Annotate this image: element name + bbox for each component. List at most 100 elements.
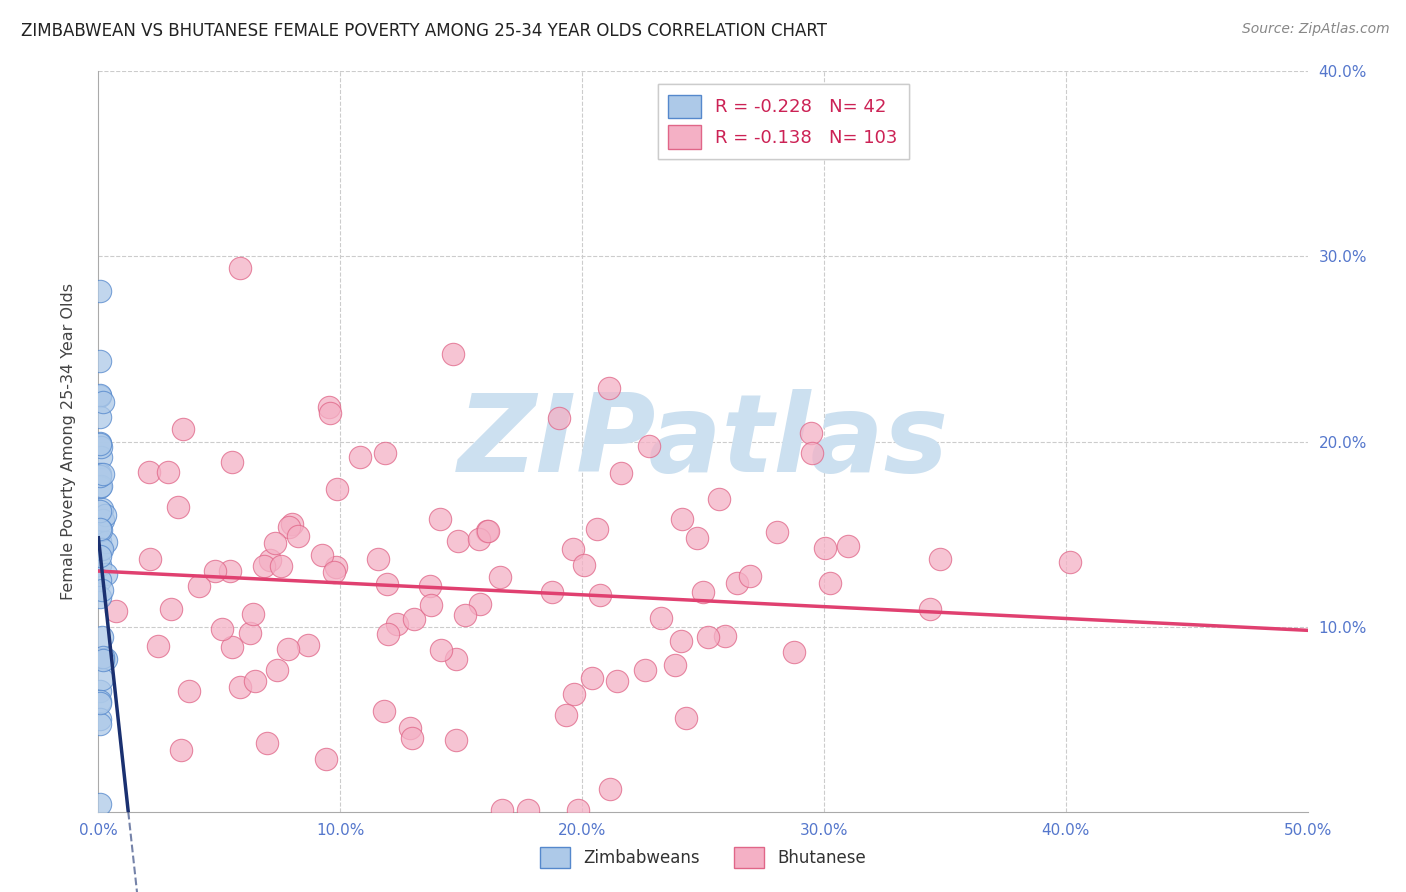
- Point: [266, 663, 288, 677]
- Point: [562, 687, 585, 701]
- Point: [548, 410, 571, 425]
- Point: [89, 504, 111, 518]
- Point: [714, 629, 737, 643]
- Point: [599, 782, 621, 797]
- Point: [91, 395, 114, 409]
- Point: [89, 480, 111, 494]
- Point: [91, 513, 114, 527]
- Point: [429, 512, 451, 526]
- Point: [263, 536, 285, 550]
- Point: [221, 454, 243, 468]
- Point: [669, 634, 692, 648]
- Point: [470, 597, 492, 611]
- Point: [89, 717, 111, 731]
- Point: [650, 611, 672, 625]
- Point: [606, 673, 628, 688]
- Point: [239, 626, 262, 640]
- Point: [287, 529, 309, 543]
- Point: [94, 508, 117, 523]
- Y-axis label: Female Poverty Among 25-34 Year Olds: Female Poverty Among 25-34 Year Olds: [62, 283, 76, 600]
- Point: [818, 575, 841, 590]
- Point: [637, 440, 659, 454]
- Point: [814, 541, 837, 555]
- Point: [89, 353, 111, 368]
- Point: [467, 532, 489, 546]
- Point: [671, 512, 693, 526]
- Point: [219, 564, 242, 578]
- Point: [420, 598, 443, 612]
- Point: [319, 406, 342, 420]
- Point: [89, 388, 111, 402]
- Point: [610, 466, 633, 480]
- Point: [633, 663, 655, 677]
- Point: [211, 622, 233, 636]
- Point: [93, 653, 115, 667]
- Point: [170, 743, 193, 757]
- Point: [89, 683, 111, 698]
- Point: [367, 552, 389, 566]
- Point: [399, 721, 422, 735]
- Text: Source: ZipAtlas.com: Source: ZipAtlas.com: [1241, 22, 1389, 37]
- Point: [444, 732, 467, 747]
- Point: [221, 640, 243, 654]
- Point: [325, 560, 347, 574]
- Text: ZIMBABWEAN VS BHUTANESE FEMALE POVERTY AMONG 25-34 YEAR OLDS CORRELATION CHART: ZIMBABWEAN VS BHUTANESE FEMALE POVERTY A…: [21, 22, 827, 40]
- Point: [541, 585, 564, 599]
- Point: [89, 469, 111, 483]
- Point: [567, 803, 589, 817]
- Point: [253, 558, 276, 573]
- Point: [89, 573, 111, 587]
- Point: [89, 712, 111, 726]
- Point: [447, 534, 470, 549]
- Point: [177, 684, 200, 698]
- Point: [928, 552, 950, 566]
- Point: [598, 381, 620, 395]
- Point: [138, 466, 160, 480]
- Point: [697, 630, 720, 644]
- Point: [325, 482, 347, 496]
- Point: [160, 601, 183, 615]
- Point: [385, 616, 408, 631]
- Point: [374, 446, 396, 460]
- Legend: R = -0.228   N= 42, R = -0.138   N= 103: R = -0.228 N= 42, R = -0.138 N= 103: [658, 84, 908, 160]
- Point: [89, 284, 111, 298]
- Point: [156, 465, 179, 479]
- Point: [94, 652, 117, 666]
- Point: [94, 535, 117, 549]
- Point: [89, 590, 111, 604]
- Point: [146, 640, 169, 654]
- Point: [315, 752, 337, 766]
- Point: [256, 736, 278, 750]
- Point: [555, 707, 578, 722]
- Point: [664, 657, 686, 672]
- Point: [89, 467, 111, 481]
- Point: [89, 694, 111, 708]
- Point: [323, 565, 346, 579]
- Point: [105, 604, 128, 618]
- Point: [475, 524, 498, 539]
- Point: [800, 425, 823, 440]
- Point: [377, 627, 399, 641]
- Point: [228, 681, 250, 695]
- Point: [243, 673, 266, 688]
- Point: [709, 491, 731, 506]
- Point: [401, 731, 423, 746]
- Point: [404, 611, 426, 625]
- Point: [229, 260, 252, 275]
- Point: [89, 436, 111, 450]
- Point: [89, 436, 111, 450]
- Point: [491, 803, 513, 817]
- Point: [89, 389, 111, 403]
- Point: [242, 607, 264, 621]
- Point: [801, 446, 824, 460]
- Point: [489, 569, 512, 583]
- Point: [444, 652, 467, 666]
- Point: [375, 577, 398, 591]
- Point: [90, 582, 112, 597]
- Point: [89, 797, 111, 812]
- Point: [477, 524, 499, 538]
- Point: [278, 519, 301, 533]
- Point: [453, 608, 475, 623]
- Point: [281, 516, 304, 531]
- Point: [94, 566, 117, 581]
